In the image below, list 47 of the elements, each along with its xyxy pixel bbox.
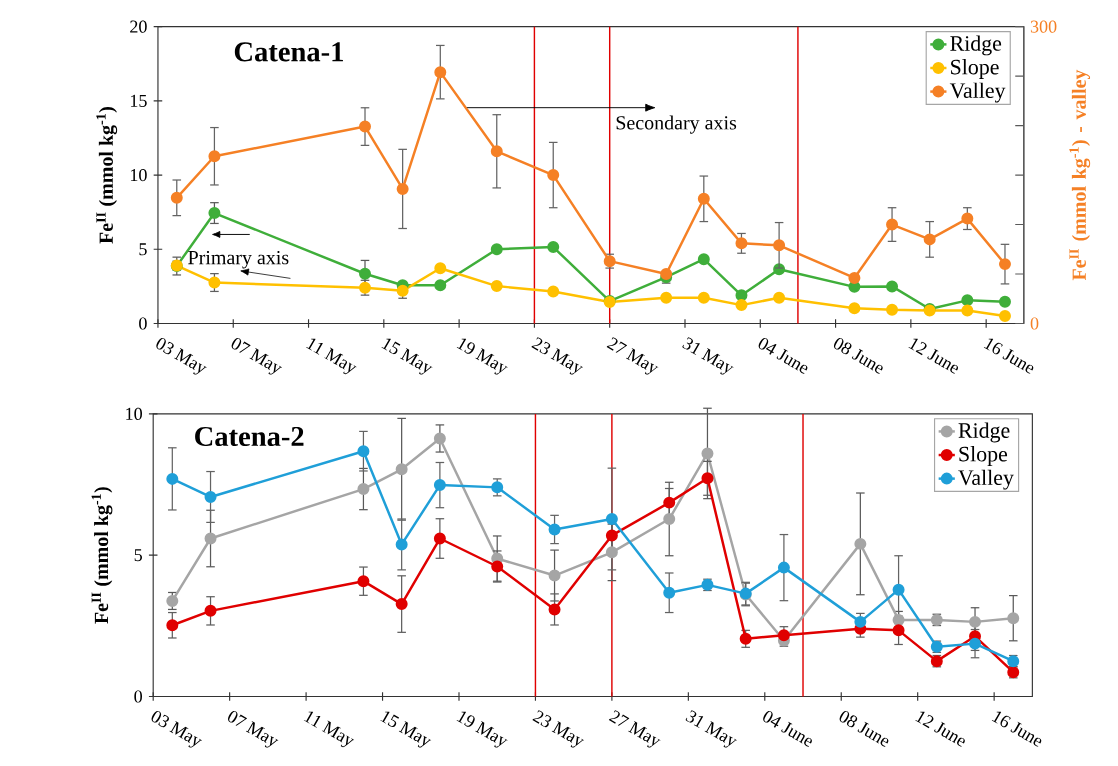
x-tick-label: 15 May	[381, 338, 433, 375]
x-tick-label: 27 May	[606, 337, 659, 375]
x-tick-label: 27 May	[608, 710, 661, 748]
y-tick-label: 5	[134, 549, 142, 562]
x-tick-label: 15 May	[380, 711, 432, 748]
legend-label: Slope	[959, 446, 1008, 466]
annotation: Primary axis	[188, 250, 289, 269]
x-tick-label: 23 May	[532, 710, 585, 748]
y-tick-label: 10	[130, 168, 147, 182]
x-tick-label: 31 May	[682, 337, 734, 375]
x-tick-label: 07 May	[231, 338, 282, 375]
y-axis-title: Fe$^{II}$ (mmol kg$^{-1}$)	[96, 107, 118, 244]
y2-tick-label: 0	[1030, 317, 1039, 330]
y-tick-label: 5	[139, 243, 147, 256]
chart-title: Catena-2	[195, 426, 304, 447]
legend-label: Valley	[949, 82, 1006, 103]
legend-label: Valley	[958, 469, 1014, 490]
x-tick-label: 31 May	[685, 710, 737, 748]
y-tick-label: 10	[126, 407, 143, 421]
y-tick-label: 15	[130, 94, 147, 107]
x-tick-label: 04 June	[763, 711, 812, 747]
annotation: Secondary axis	[616, 115, 737, 134]
x-tick-label: 19 May	[456, 338, 508, 375]
x-tick-label: 16 June	[983, 338, 1034, 374]
legend-label: Ridge	[950, 35, 1002, 56]
y-tick-label: 0	[134, 690, 143, 703]
chart-title: Catena-1	[234, 42, 343, 62]
legend-label: Slope	[951, 59, 999, 79]
x-tick-label: 07 May	[228, 711, 279, 748]
legend-label: Ridge	[958, 422, 1010, 443]
y-tick-label: 0	[139, 317, 147, 330]
y2-axis-title: Fe$^{II}$ (mmol kg$^{-1}$) - valley	[1069, 69, 1091, 281]
y-tick-label: 20	[130, 20, 147, 33]
x-tick-label: 03 May	[151, 711, 202, 748]
x-tick-label: 08 June	[839, 711, 889, 747]
x-tick-label: 23 May	[531, 337, 584, 375]
x-tick-label: 11 May	[303, 711, 355, 748]
x-tick-label: 04 June	[758, 338, 808, 374]
x-tick-label: 12 June	[908, 338, 959, 374]
x-tick-label: 19 May	[456, 711, 508, 748]
x-tick-label: 16 June	[991, 711, 1042, 747]
x-tick-label: 03 May	[156, 338, 207, 375]
x-tick-label: 08 June	[833, 338, 883, 374]
y-axis-title: Fe$^{II}$ (mmol kg$^{-1}$)	[91, 487, 113, 624]
y2-tick-label: 300	[1030, 20, 1057, 33]
x-tick-label: 11 May	[306, 338, 357, 375]
x-tick-label: 12 June	[915, 711, 965, 747]
